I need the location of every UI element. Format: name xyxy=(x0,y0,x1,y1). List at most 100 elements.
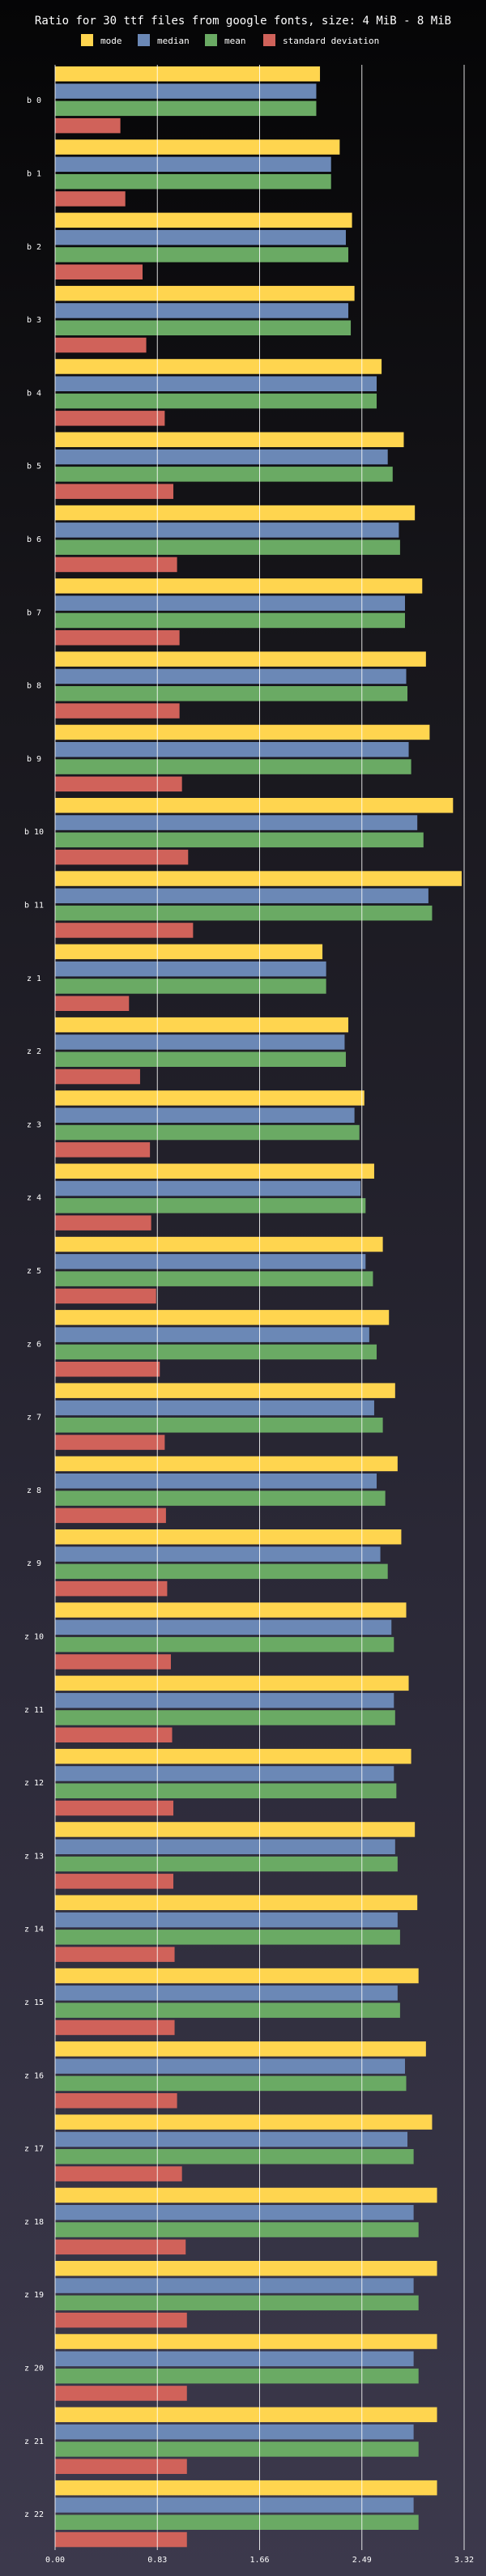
legend: mode median mean standard deviation xyxy=(81,34,379,46)
bar-mode-z-13 xyxy=(55,1822,416,1837)
bar-mean-z-16 xyxy=(55,2075,407,2092)
bar-mode-z-14 xyxy=(55,1895,418,1910)
category-label: b 8 xyxy=(27,682,41,691)
bar-median-b-1 xyxy=(55,156,331,173)
x-tick-label: 0.00 xyxy=(45,2556,65,2565)
bar-mode-z-7 xyxy=(55,1383,395,1398)
category-label: z 3 xyxy=(27,1120,41,1129)
bar-standard-deviation-z-19 xyxy=(55,2312,187,2328)
bar-standard-deviation-b-3 xyxy=(55,337,147,353)
category-label: z 17 xyxy=(24,2145,44,2154)
legend-label-1: median xyxy=(157,36,190,46)
category-label: b 4 xyxy=(27,389,41,398)
bar-mean-z-18 xyxy=(55,2222,419,2237)
bar-standard-deviation-z-7 xyxy=(55,1435,165,1450)
bar-standard-deviation-b-2 xyxy=(55,264,143,279)
bar-mean-z-15 xyxy=(55,2002,400,2018)
category-label: z 1 xyxy=(27,975,41,983)
bar-mean-b-0 xyxy=(55,100,317,117)
bar-mean-z-14 xyxy=(55,1930,400,1945)
bar-standard-deviation-z-3 xyxy=(55,1142,151,1158)
legend-swatch-0 xyxy=(81,34,93,46)
bar-median-b-6 xyxy=(55,522,399,538)
bar-mode-b-6 xyxy=(55,505,416,521)
bar-median-b-7 xyxy=(55,595,405,611)
bar-mean-z-20 xyxy=(55,2368,419,2384)
bar-mean-z-3 xyxy=(55,1124,360,1141)
bar-mode-z-17 xyxy=(55,2114,433,2130)
category-label: z 22 xyxy=(24,2510,44,2519)
bar-median-z-20 xyxy=(55,2351,414,2367)
bar-standard-deviation-z-1 xyxy=(55,996,130,1011)
category-label: z 8 xyxy=(27,1486,41,1495)
bar-group-b-3 xyxy=(55,285,355,353)
category-label: b 6 xyxy=(27,535,41,544)
bar-mode-z-19 xyxy=(55,2261,437,2276)
category-label: z 5 xyxy=(27,1267,41,1276)
bar-standard-deviation-z-4 xyxy=(55,1215,151,1230)
bar-mode-z-11 xyxy=(55,1675,409,1691)
category-label: z 12 xyxy=(24,1779,44,1788)
bar-mean-b-6 xyxy=(55,540,400,555)
bar-mode-b-7 xyxy=(55,578,423,594)
bar-median-z-4 xyxy=(55,1180,361,1196)
bar-standard-deviation-b-8 xyxy=(55,703,180,719)
bar-median-z-13 xyxy=(55,1839,395,1854)
bar-mean-z-12 xyxy=(55,1783,397,1798)
bar-group-z-19 xyxy=(55,2261,437,2328)
chart-title: Ratio for 30 ttf files from google fonts… xyxy=(35,15,451,28)
bar-median-z-15 xyxy=(55,1985,398,2001)
bar-group-z-2 xyxy=(55,1017,349,1085)
bar-mean-z-13 xyxy=(55,1856,398,1872)
bar-mean-b-7 xyxy=(55,612,405,629)
bar-mean-z-9 xyxy=(55,1563,388,1580)
bars xyxy=(55,66,462,2548)
bar-mean-z-7 xyxy=(55,1418,383,1433)
bar-mode-z-2 xyxy=(55,1017,349,1033)
category-label: z 19 xyxy=(24,2291,44,2300)
bar-median-b-10 xyxy=(55,815,418,830)
bar-median-b-9 xyxy=(55,742,409,757)
legend-swatch-1 xyxy=(138,34,150,46)
bar-mean-z-19 xyxy=(55,2295,419,2311)
bar-mode-z-3 xyxy=(55,1090,364,1106)
bar-standard-deviation-b-0 xyxy=(55,117,121,134)
bar-mean-z-1 xyxy=(55,979,326,994)
bar-mode-b-0 xyxy=(55,66,321,82)
bar-median-z-10 xyxy=(55,1619,392,1636)
bar-mode-b-11 xyxy=(55,871,462,886)
bar-median-z-1 xyxy=(55,961,326,977)
category-label: b 3 xyxy=(27,316,41,325)
bar-mode-b-4 xyxy=(55,359,382,374)
bar-mean-b-3 xyxy=(55,320,352,335)
category-labels: b 0 b 1 b 2 b 3 b 4 b 5 b 6 b 7 b 8 b 9 b 10 b 11 z … xyxy=(24,96,44,2519)
bar-mean-z-4 xyxy=(55,1198,366,1213)
category-label: z 16 xyxy=(24,2071,44,2080)
bar-standard-deviation-b-5 xyxy=(55,484,174,499)
bar-mean-b-8 xyxy=(55,686,408,702)
bar-standard-deviation-z-16 xyxy=(55,2093,177,2109)
bar-mode-z-18 xyxy=(55,2187,437,2203)
bar-group-b-4 xyxy=(55,359,382,426)
bar-group-z-18 xyxy=(55,2187,437,2255)
bar-median-z-12 xyxy=(55,1766,394,1781)
bar-standard-deviation-b-10 xyxy=(55,849,189,865)
bar-group-z-15 xyxy=(55,1968,419,2036)
bar-group-z-20 xyxy=(55,2334,437,2401)
bar-group-b-5 xyxy=(55,432,404,499)
bar-mean-z-5 xyxy=(55,1271,373,1286)
category-label: z 7 xyxy=(27,1414,41,1422)
bar-median-z-9 xyxy=(55,1546,381,1562)
bar-group-z-3 xyxy=(55,1090,364,1158)
bar-group-b-9 xyxy=(55,724,430,792)
bar-median-b-3 xyxy=(55,303,349,318)
bar-group-b-10 xyxy=(55,798,454,865)
bar-median-z-2 xyxy=(55,1034,345,1050)
bar-group-z-11 xyxy=(55,1675,409,1742)
legend-swatch-3 xyxy=(263,34,275,46)
bar-mode-z-12 xyxy=(55,1748,411,1764)
bar-mean-b-5 xyxy=(55,467,393,482)
bar-standard-deviation-b-11 xyxy=(55,923,194,938)
bar-mode-z-5 xyxy=(55,1236,383,1252)
